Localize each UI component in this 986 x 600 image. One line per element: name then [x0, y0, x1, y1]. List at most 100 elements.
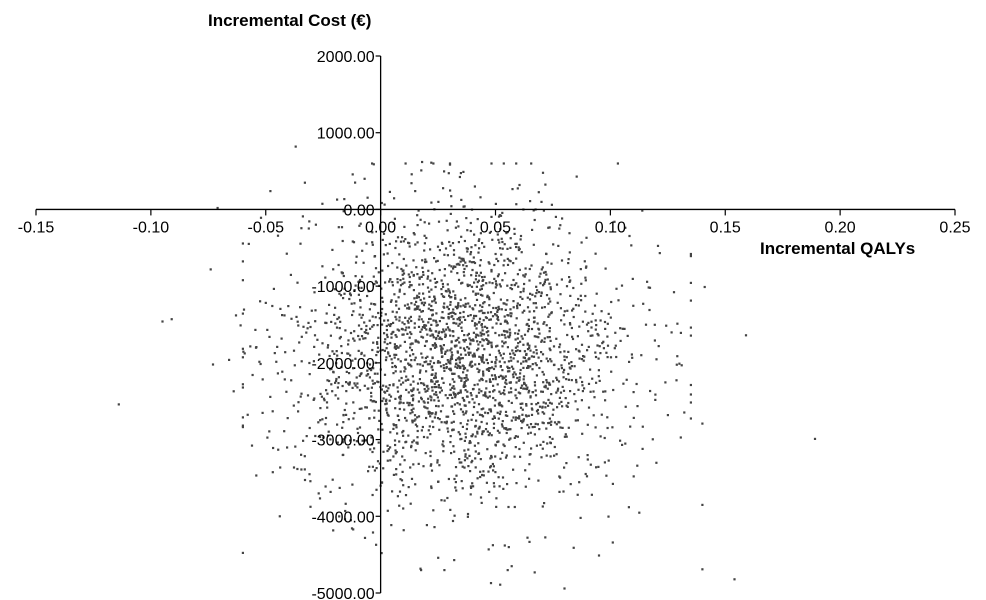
data-point [399, 240, 403, 243]
data-point [397, 358, 400, 361]
data-point [343, 292, 346, 295]
data-point [462, 257, 465, 260]
data-point [268, 430, 271, 433]
data-point [548, 347, 551, 350]
data-point [438, 249, 441, 252]
data-point [464, 404, 467, 407]
data-point [436, 417, 440, 420]
data-point [338, 486, 341, 489]
data-point [538, 366, 541, 370]
data-point [323, 399, 326, 402]
data-point [451, 429, 454, 432]
data-point [597, 357, 600, 360]
data-point [536, 423, 539, 426]
data-point [382, 384, 385, 387]
data-point [476, 281, 479, 284]
data-point [466, 284, 469, 288]
data-point [402, 272, 406, 275]
data-point [514, 242, 517, 245]
data-point [117, 403, 120, 406]
data-point [518, 417, 521, 420]
data-point [405, 419, 408, 422]
data-point [521, 413, 524, 416]
data-point [494, 444, 497, 447]
data-point [449, 388, 452, 391]
data-point [485, 331, 488, 334]
data-point [539, 272, 542, 275]
data-point [597, 334, 600, 337]
data-point [598, 345, 601, 348]
data-point [594, 328, 597, 331]
data-point [466, 346, 469, 349]
data-point [380, 388, 383, 391]
y-tick-label: -2000.00 [311, 356, 374, 373]
data-point [614, 344, 617, 347]
data-point [460, 321, 463, 324]
data-point [486, 362, 489, 365]
data-point [426, 389, 429, 392]
data-point [482, 372, 485, 375]
data-point [395, 353, 398, 356]
data-point [408, 245, 411, 248]
y-tick-label: -1000.00 [311, 279, 374, 296]
data-point [491, 462, 494, 466]
data-point [586, 423, 589, 426]
data-point [516, 360, 519, 363]
data-point [453, 477, 456, 481]
data-point [395, 304, 398, 307]
data-point [499, 365, 502, 368]
data-point [636, 464, 639, 467]
data-point [436, 245, 440, 248]
data-point [410, 394, 413, 397]
data-point [438, 464, 441, 467]
data-point [345, 381, 348, 384]
data-point [442, 366, 445, 370]
data-point [520, 427, 523, 430]
data-point [468, 305, 471, 308]
data-point [396, 432, 399, 435]
data-point [498, 412, 502, 416]
data-point [611, 482, 614, 485]
data-point [475, 298, 479, 301]
data-point [393, 293, 396, 296]
data-point [472, 317, 475, 320]
data-point [418, 292, 421, 295]
data-point [478, 238, 481, 241]
data-point [468, 337, 471, 340]
data-point [241, 260, 244, 263]
data-point [647, 286, 650, 289]
data-point [524, 485, 527, 488]
data-point [419, 567, 422, 570]
data-point [494, 252, 497, 256]
data-point [411, 411, 414, 414]
data-point [385, 385, 388, 388]
data-point [541, 405, 544, 408]
data-point [458, 361, 461, 364]
data-point [474, 322, 477, 325]
data-point [488, 318, 491, 321]
data-point [464, 318, 467, 321]
data-point [535, 444, 538, 447]
data-point [322, 436, 325, 439]
data-point [414, 243, 417, 246]
data-point [326, 346, 329, 349]
data-point [562, 376, 565, 379]
data-point [485, 316, 488, 320]
data-point [476, 340, 479, 343]
data-point [336, 317, 339, 321]
data-point [526, 536, 529, 539]
data-point [324, 423, 327, 426]
data-point [559, 426, 562, 429]
data-point [519, 406, 523, 409]
data-point [345, 413, 348, 416]
data-point [420, 275, 423, 278]
data-point [500, 423, 504, 426]
data-point [324, 276, 327, 279]
data-point [433, 393, 436, 396]
data-point [493, 485, 496, 488]
data-point [418, 378, 421, 381]
data-point [517, 329, 521, 332]
data-point [622, 382, 625, 385]
data-point [456, 357, 459, 360]
data-point [480, 309, 483, 312]
